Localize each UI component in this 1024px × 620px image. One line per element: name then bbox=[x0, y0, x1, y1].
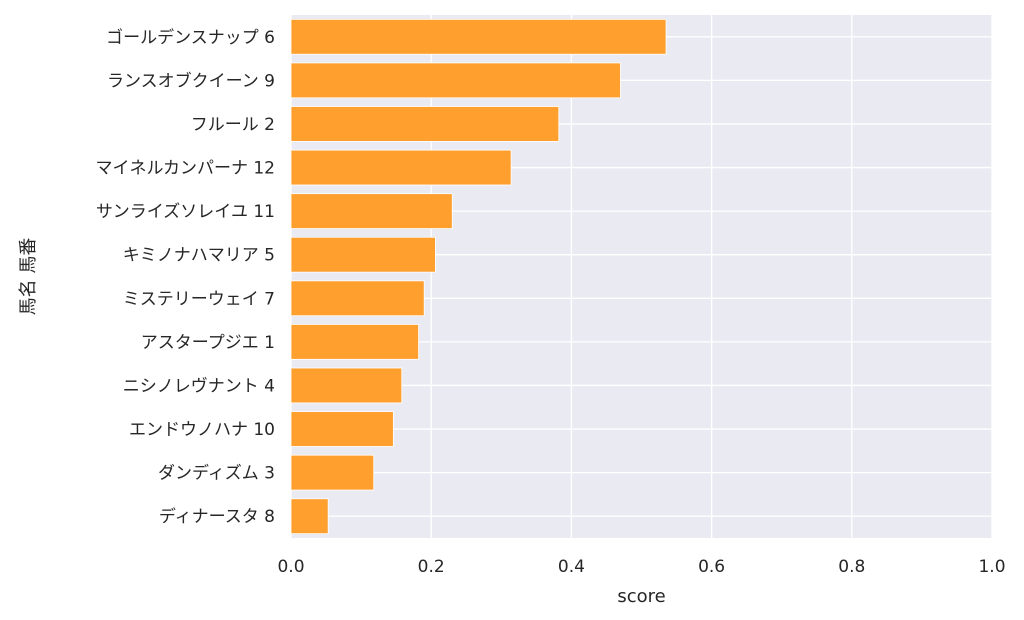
bar bbox=[290, 280, 425, 317]
y-tick-label: ダンディズム 3 bbox=[158, 463, 275, 484]
x-tick-label: 0.4 bbox=[558, 557, 585, 577]
y-tick-label: ランスオブクイーン 9 bbox=[107, 70, 275, 91]
x-axis-label: score bbox=[617, 586, 665, 607]
y-tick-labels: ゴールデンスナップ 6 ランスオブクイーン 9 フルール 2 マイネルカンパーナ 12… bbox=[95, 27, 275, 527]
bar bbox=[290, 18, 667, 55]
y-tick-label: ニシノレヴナント 4 bbox=[123, 376, 275, 396]
x-tick-label: 0.2 bbox=[418, 557, 445, 577]
x-tick-label: 0.0 bbox=[277, 557, 304, 577]
bars bbox=[290, 18, 667, 535]
bar bbox=[290, 498, 329, 535]
y-tick-label: ディナースタ 8 bbox=[159, 506, 275, 527]
y-tick-label: エンドウノハナ 10 bbox=[129, 420, 275, 440]
y-tick-label: キミノナハマリア 5 bbox=[123, 246, 275, 266]
y-tick-label: ゴールデンスナップ 6 bbox=[106, 27, 275, 48]
bar bbox=[290, 149, 512, 186]
bar bbox=[290, 411, 394, 447]
x-tick-label: 0.8 bbox=[838, 557, 865, 577]
y-tick-label: フルール 2 bbox=[191, 115, 275, 135]
x-tick-label: 1.0 bbox=[978, 557, 1005, 577]
bar bbox=[290, 324, 419, 360]
y-axis-label: 馬名 馬番 bbox=[18, 238, 39, 316]
y-tick-label: アスタープジエ 1 bbox=[141, 333, 275, 353]
bar bbox=[290, 62, 621, 99]
x-tick-label: 0.6 bbox=[698, 557, 725, 577]
bar bbox=[290, 193, 453, 229]
bar bbox=[290, 236, 436, 273]
plot-background bbox=[291, 15, 992, 538]
y-tick-label: ミステリーウェイ 7 bbox=[123, 289, 275, 309]
bar bbox=[290, 367, 403, 404]
bar bbox=[290, 106, 560, 142]
y-tick-label: マイネルカンパーナ 12 bbox=[95, 159, 275, 179]
x-tick-labels: 0.0 0.2 0.4 0.6 0.8 1.0 bbox=[277, 557, 1005, 577]
bar bbox=[290, 454, 375, 491]
y-tick-label: サンライズソレイユ 11 bbox=[96, 202, 275, 222]
